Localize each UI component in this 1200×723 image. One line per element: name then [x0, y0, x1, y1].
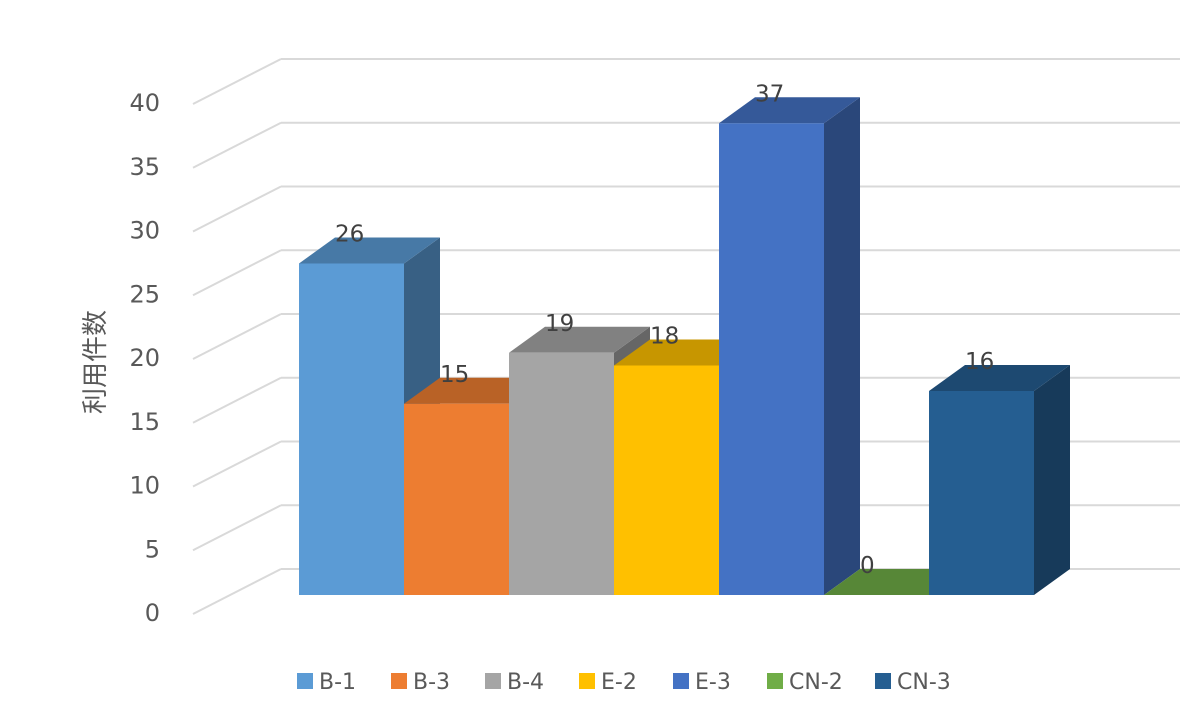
bar-top — [299, 237, 440, 264]
bar-front — [929, 391, 1034, 595]
bars — [299, 97, 1070, 595]
legend-label: E-2 — [601, 670, 637, 695]
data-label: 19 — [545, 311, 574, 337]
y-tick-label: 20 — [129, 344, 160, 372]
y-tick-label: 40 — [129, 89, 160, 117]
bar-front — [299, 263, 404, 595]
data-label: 37 — [755, 81, 784, 107]
data-label: 0 — [860, 553, 875, 579]
y-tick-label: 15 — [129, 408, 160, 436]
legend-label: B-3 — [413, 670, 450, 695]
legend-item-CN-3[interactable]: CN-3 — [875, 670, 951, 695]
data-labels: 26 15 19 18 37 0 16 — [335, 81, 994, 579]
data-label: 16 — [965, 349, 994, 375]
legend-item-B-1[interactable]: B-1 — [297, 670, 356, 695]
gridline-diagonal — [192, 376, 282, 424]
gridline-diagonal — [192, 568, 282, 615]
bar-front — [509, 352, 614, 595]
legend-label: B-4 — [507, 670, 544, 695]
legend-swatch — [485, 673, 501, 689]
gridline-diagonal — [192, 249, 282, 297]
bar-top — [929, 365, 1070, 391]
legend-swatch — [297, 673, 313, 689]
legend-item-E-3[interactable]: E-3 — [673, 670, 731, 695]
bar-top — [509, 326, 650, 353]
legend-item-E-2[interactable]: E-2 — [579, 670, 637, 695]
y-axis-label: 利用件数 — [81, 310, 111, 414]
gridline-diagonal — [192, 58, 282, 105]
data-label: 18 — [650, 324, 679, 350]
legend-label: B-1 — [319, 670, 356, 695]
y-tick-label: 0 — [145, 599, 160, 627]
legend[interactable]: B-1 B-3 B-4 E-2 E-3 CN-2 CN-3 — [297, 670, 951, 695]
gridline-diagonal — [192, 185, 282, 233]
bar-front — [614, 365, 719, 595]
legend-swatch — [579, 673, 595, 689]
gridline-diagonal — [192, 504, 282, 552]
bar-side — [1034, 365, 1070, 595]
bar-top — [719, 97, 860, 124]
bar-CN-3 — [929, 365, 1070, 595]
data-label: 15 — [440, 362, 469, 388]
y-tick-label: 25 — [129, 280, 160, 308]
legend-label: CN-3 — [897, 670, 951, 695]
bar-front — [719, 123, 824, 595]
legend-label: CN-2 — [789, 670, 843, 695]
y-axis-ticks: 0 5 10 15 20 25 30 35 40 — [129, 89, 160, 627]
legend-swatch — [673, 673, 689, 689]
legend-swatch — [391, 673, 407, 689]
bar-side — [824, 97, 860, 595]
legend-label: E-3 — [695, 670, 731, 695]
legend-swatch — [767, 673, 783, 689]
data-label: 26 — [335, 222, 364, 248]
y-tick-label: 30 — [129, 217, 160, 245]
legend-item-B-4[interactable]: B-4 — [485, 670, 544, 695]
gridline-diagonal — [192, 121, 282, 169]
legend-item-B-3[interactable]: B-3 — [391, 670, 450, 695]
gridline-diagonal — [192, 313, 282, 360]
y-tick-label: 35 — [129, 153, 160, 181]
bar-front — [404, 403, 509, 595]
legend-swatch — [875, 673, 891, 689]
legend-item-CN-2[interactable]: CN-2 — [767, 670, 843, 695]
y-tick-label: 10 — [129, 472, 160, 500]
bar-E-3 — [719, 97, 860, 595]
y-tick-label: 5 — [145, 535, 160, 563]
gridline-diagonal — [192, 440, 282, 488]
